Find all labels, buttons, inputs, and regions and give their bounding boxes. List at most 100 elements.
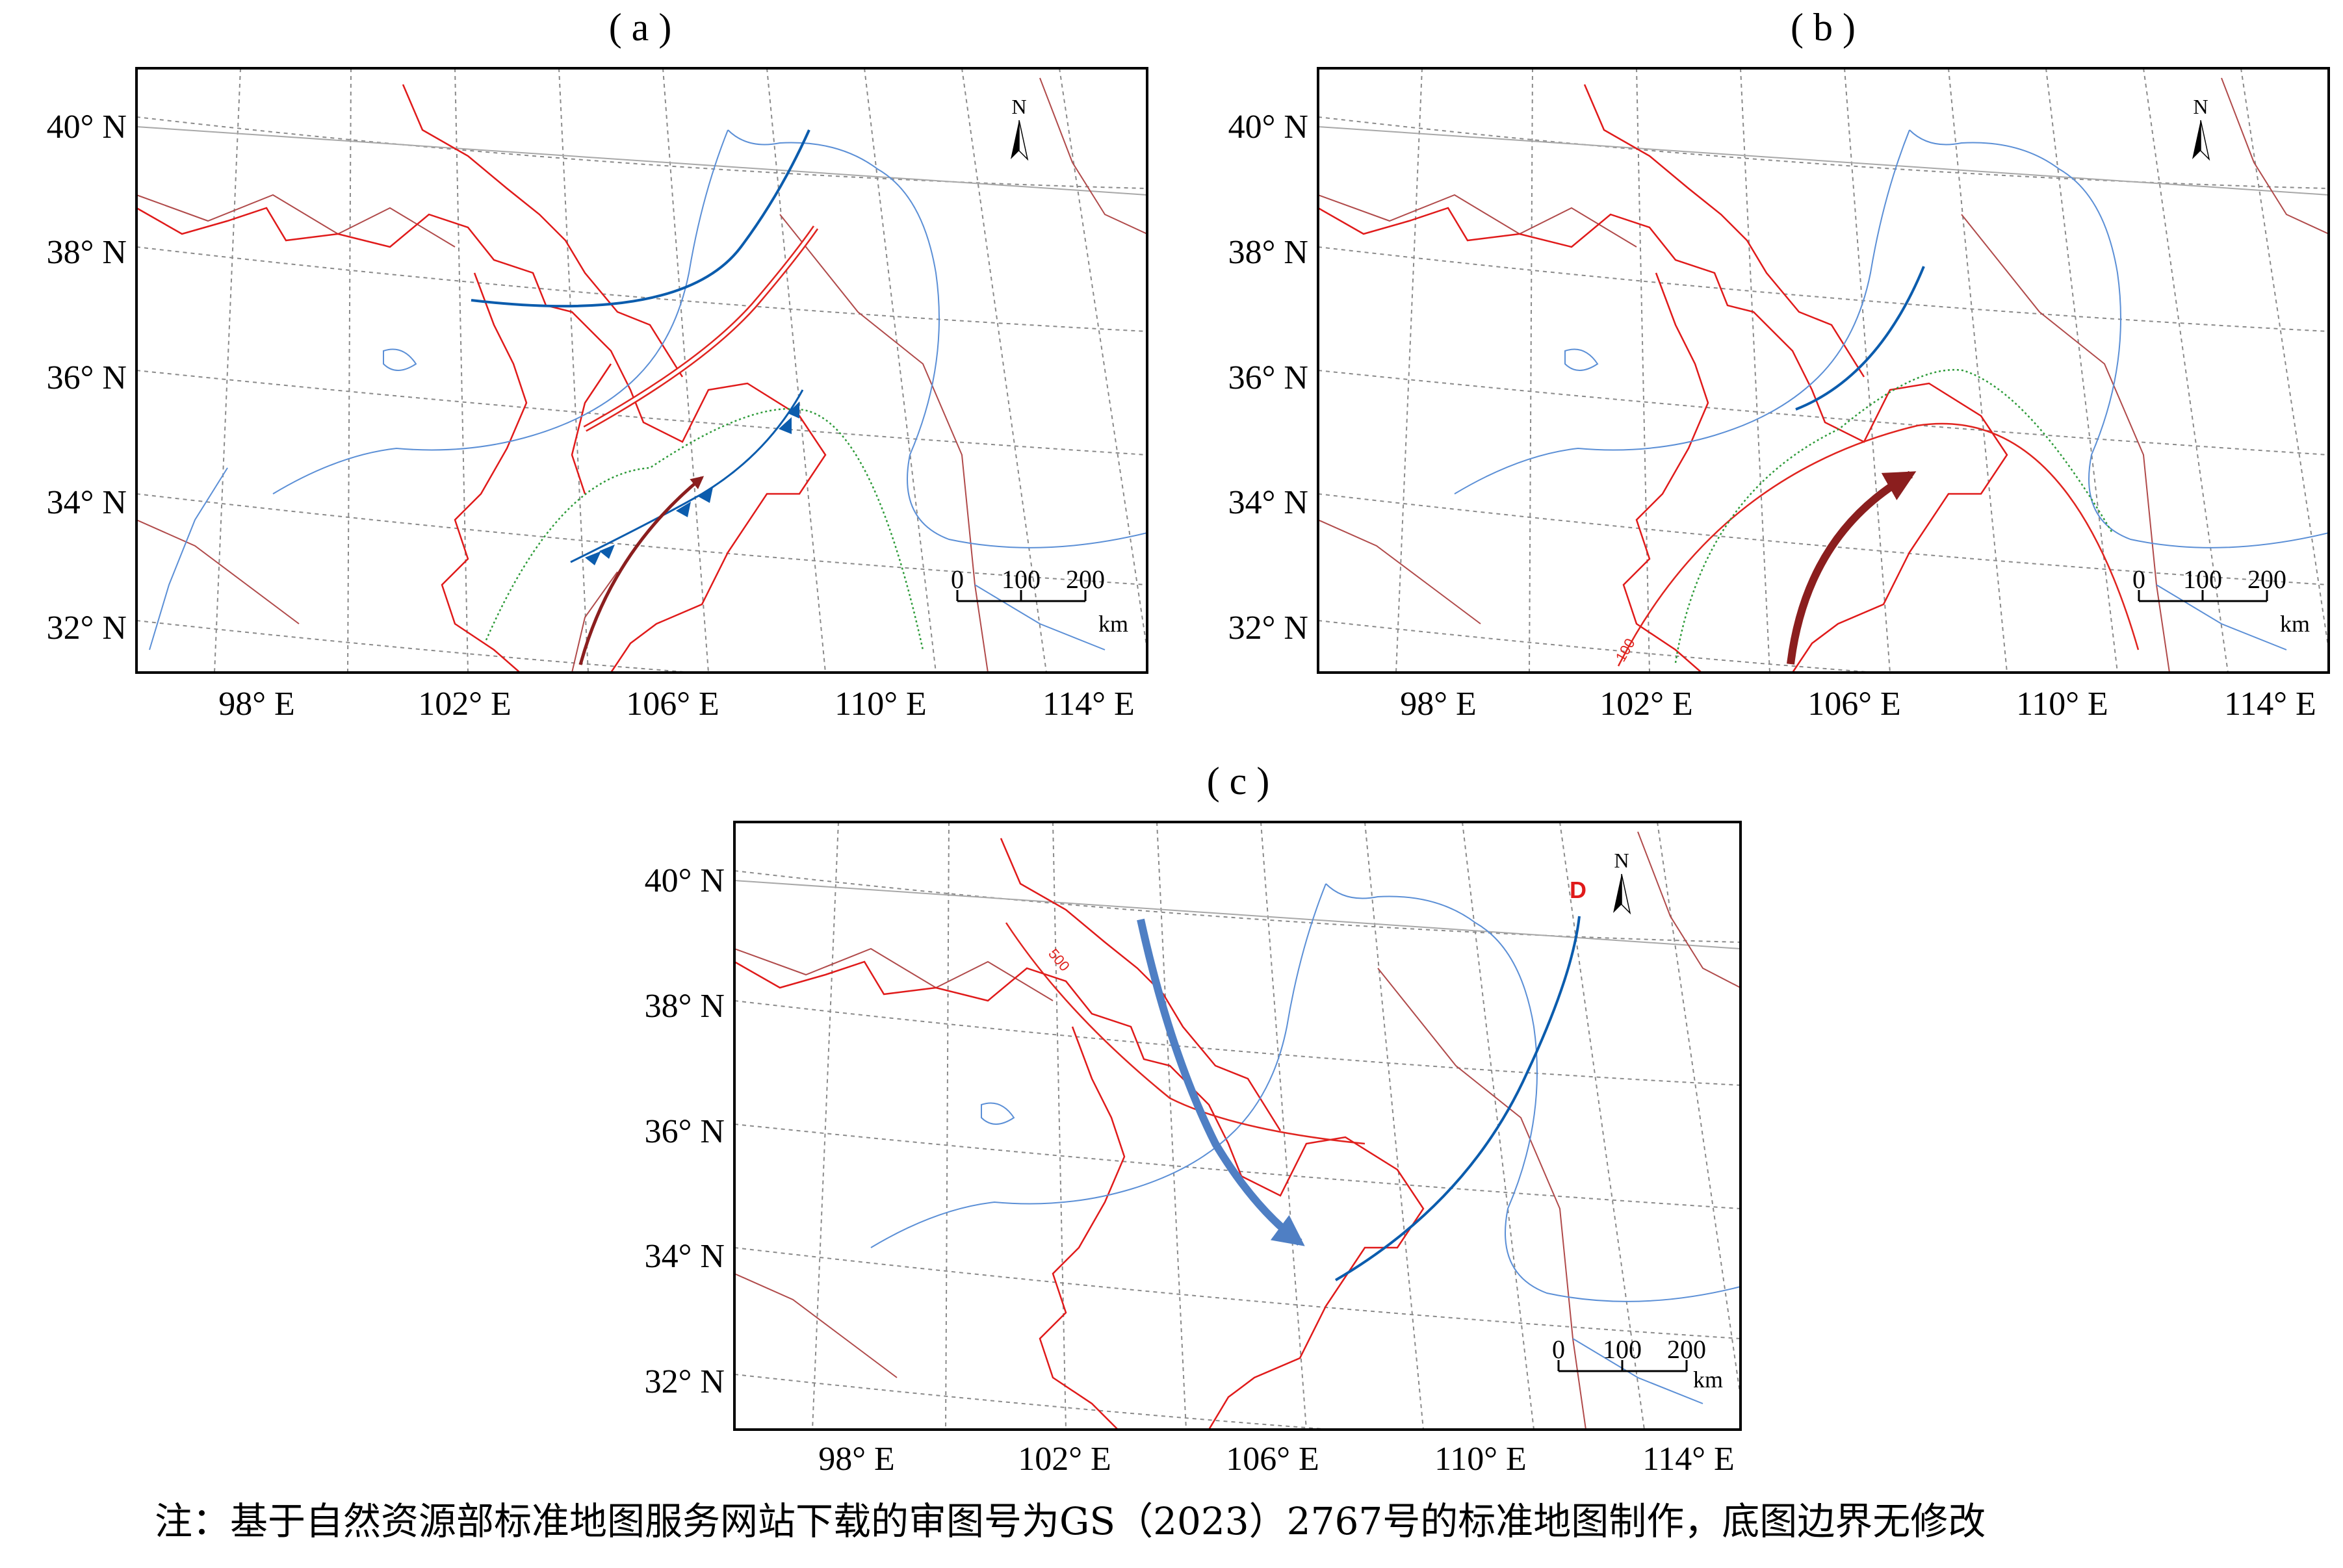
lon-labels: 98° E 102° E 106° E 110° E 114° E [1400,686,2316,723]
trough-line [1334,916,1581,1281]
svg-text:38° N: 38° N [47,234,127,271]
scale-bar: 0 100 200 km [951,565,1128,637]
svg-text:200: 200 [2247,565,2286,594]
panel-label: ( b ) [1791,6,1856,49]
lat-labels: 40° N 38° N 36° N 34° N 32° N [645,862,725,1400]
svg-text:200: 200 [1667,1335,1706,1364]
map-content: N 0 100 200 km [136,68,1147,673]
map-content: 500 D N 0 100 200 km [734,822,1741,1430]
svg-text:98° E: 98° E [218,686,295,723]
svg-text:36° N: 36° N [1228,359,1308,396]
contour-100 [1617,422,2140,667]
svg-text:110° E: 110° E [835,686,927,723]
north-arrow: N [1613,849,1631,915]
svg-text:32° N: 32° N [47,610,127,647]
svg-text:km: km [1098,611,1128,637]
graticule [734,822,1741,1430]
low-center-D: D [1570,877,1586,903]
svg-text:102° E: 102° E [418,686,511,723]
svg-text:N: N [2193,95,2208,118]
svg-text:102° E: 102° E [1599,686,1693,723]
lon-labels: 98° E 102° E 106° E 110° E 114° E [818,1441,1735,1478]
map-panel-c: ( c ) [645,760,1742,1478]
svg-text:114° E: 114° E [1042,686,1135,723]
svg-text:38° N: 38° N [1228,234,1308,271]
svg-text:32° N: 32° N [645,1363,725,1400]
north-arrow: N [1011,95,1029,161]
rivers [1454,129,2329,650]
svg-text:36° N: 36° N [645,1113,725,1150]
map-frame [733,821,1742,1431]
svg-text:114° E: 114° E [1642,1441,1735,1478]
rivers [870,883,1741,1404]
svg-text:km: km [2280,611,2310,637]
lat-labels: 40° N 38° N 36° N 34° N 32° N [47,109,127,647]
lon-labels: 98° E 102° E 106° E 110° E 114° E [218,686,1135,723]
rivers [149,129,1147,650]
svg-text:40° N: 40° N [645,862,725,899]
shear-line [583,225,819,432]
svg-text:106° E: 106° E [1226,1441,1319,1478]
map-frame [135,67,1148,674]
map-panel-a: ( a ) [47,6,1148,723]
svg-text:114° E: 114° E [2224,686,2316,723]
contour-588 [485,407,924,650]
svg-text:0: 0 [951,565,964,594]
parallel-40N [1318,126,2329,196]
north-arrow: N [2192,95,2210,161]
svg-text:36° N: 36° N [47,359,127,396]
country-borders [1318,77,2329,673]
svg-text:0: 0 [1552,1335,1565,1364]
svg-text:0: 0 [2132,565,2145,594]
panel-label: ( c ) [1207,760,1270,803]
green-contour [1674,368,2114,663]
province-borders [734,838,1425,1430]
graticule [136,68,1147,673]
graticule [1318,68,2329,673]
contour-label: 500 [1045,945,1073,974]
trough-line [1795,266,1925,411]
svg-text:40° N: 40° N [47,109,127,146]
country-borders [136,77,1147,673]
svg-text:34° N: 34° N [1228,484,1308,521]
svg-text:106° E: 106° E [1807,686,1901,723]
svg-text:km: km [1693,1367,1723,1393]
svg-text:100: 100 [1002,565,1041,594]
parallel-40N [136,126,1147,196]
svg-text:106° E: 106° E [626,686,719,723]
svg-text:200: 200 [1066,565,1105,594]
footnote: 注：基于自然资源部标准地图服务网站下载的审图号为GS（2023）2767号的标准… [155,1499,1986,1543]
svg-text:100: 100 [1603,1335,1642,1364]
svg-text:N: N [1011,95,1026,118]
svg-text:34° N: 34° N [47,484,127,521]
cold-air-arrow [1137,918,1305,1246]
scale-bar: 0 100 200 km [2132,565,2310,637]
trough-line [471,129,810,308]
svg-text:32° N: 32° N [1228,610,1308,647]
province-borders [1318,84,2008,673]
svg-text:40° N: 40° N [1228,109,1308,146]
cold-front-triangles [585,402,799,565]
contour-label: 100 [1612,636,1638,664]
panel-label: ( a ) [609,6,672,49]
contour-500 [1005,922,1366,1145]
svg-text:98° E: 98° E [818,1441,895,1478]
svg-text:110° E: 110° E [2016,686,2108,723]
cold-front [570,389,804,563]
svg-text:34° N: 34° N [645,1238,725,1275]
province-borders [136,84,827,673]
svg-text:N: N [1614,849,1629,872]
map-content: 100 N 0 100 200 km [1318,68,2329,673]
parallel-40N [734,880,1741,949]
map-panel-b: ( b ) [1228,6,2330,723]
warm-moist-flow-arrow [1787,470,1917,665]
country-borders [734,831,1741,1430]
svg-text:102° E: 102° E [1018,1441,1111,1478]
lat-labels: 40° N 38° N 36° N 34° N 32° N [1228,109,1308,647]
svg-text:110° E: 110° E [1434,1441,1527,1478]
svg-text:38° N: 38° N [645,988,725,1025]
svg-text:100: 100 [2183,565,2222,594]
svg-text:98° E: 98° E [1400,686,1477,723]
scale-bar: 0 100 200 km [1552,1335,1723,1393]
warm-moist-flow-arrow [578,476,705,665]
